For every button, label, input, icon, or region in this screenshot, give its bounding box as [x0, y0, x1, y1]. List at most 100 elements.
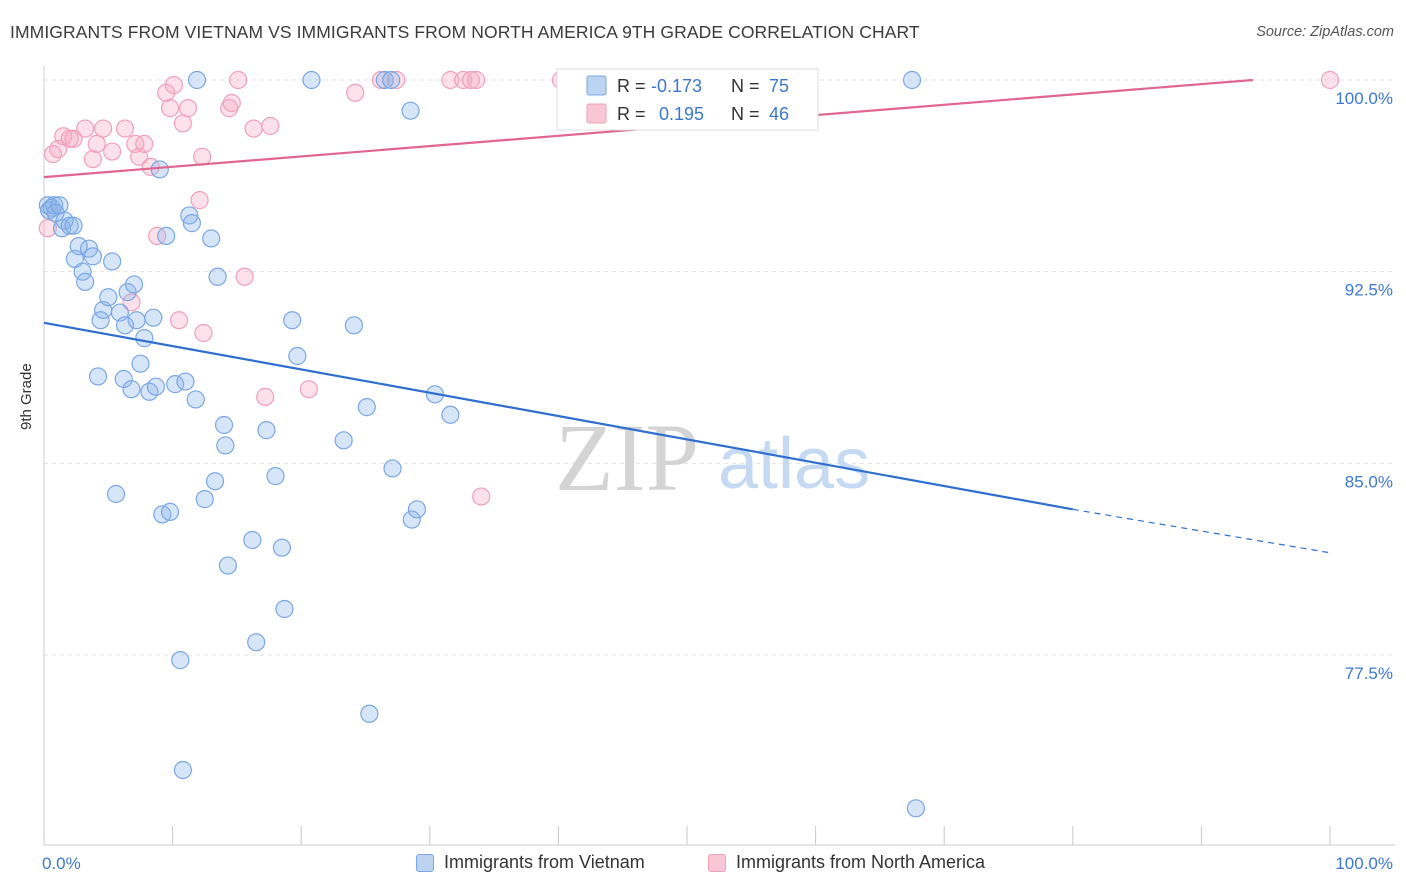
point-north-america-38: [441, 70, 460, 90]
point-vietnam-13: [76, 272, 95, 291]
gridlines: [44, 79, 1395, 656]
point-vietnam-56: [266, 467, 285, 486]
point-vietnam-29: [131, 354, 150, 373]
stats-r-label-blue: R =: [617, 76, 646, 96]
point-vietnam-66: [375, 70, 394, 90]
axes: [43, 66, 1395, 846]
point-vietnam-62: [334, 431, 353, 450]
point-vietnam-45: [187, 70, 207, 90]
point-vietnam-69: [401, 101, 420, 120]
point-vietnam-47: [202, 229, 221, 248]
point-vietnam-53: [243, 530, 262, 550]
stats-legend-swatch-pink: [586, 103, 607, 124]
point-vietnam-37: [160, 502, 180, 521]
legend-item-north-america: Immigrants from North America: [708, 852, 985, 873]
point-north-america-11: [115, 119, 135, 138]
stats-n-value-blue: 75: [769, 76, 789, 96]
point-north-america-36: [371, 70, 391, 90]
y-axis-label: 9th Grade: [18, 363, 35, 430]
point-north-america-45: [1320, 70, 1340, 90]
stats-legend-swatch-blue: [586, 75, 607, 96]
bottom-legend: Immigrants from Vietnam Immigrants from …: [0, 852, 1406, 878]
point-vietnam-59: [283, 311, 302, 330]
legend-swatch-north-america: [708, 853, 726, 872]
x-tick-label-0: 0.0%: [42, 854, 81, 873]
legend-label-vietnam: Immigrants from Vietnam: [444, 852, 645, 872]
stats-n-label-pink: N =: [731, 104, 760, 124]
point-vietnam-67: [382, 70, 401, 90]
point-north-america-5: [64, 129, 83, 148]
point-north-america-8: [87, 134, 106, 153]
point-vietnam-48: [205, 472, 225, 491]
watermark-zip: ZIP: [555, 404, 699, 511]
point-vietnam-26: [122, 380, 141, 399]
point-vietnam-39: [171, 651, 190, 670]
point-vietnam-32: [144, 308, 163, 327]
point-vietnam-49: [208, 267, 227, 286]
point-north-america-24: [190, 191, 209, 210]
point-north-america-25: [193, 147, 212, 166]
y-tick-label-1: 85.0%: [1345, 472, 1393, 491]
point-north-america-7: [83, 150, 102, 169]
point-north-america-39: [454, 70, 473, 90]
point-north-america-6: [76, 119, 95, 138]
point-north-america-34: [299, 380, 319, 399]
point-vietnam-50: [214, 415, 234, 435]
point-north-america-12: [122, 293, 141, 312]
point-vietnam-24: [115, 316, 135, 335]
point-vietnam-61: [302, 70, 321, 90]
point-north-america-19: [160, 99, 180, 118]
point-north-america-41: [466, 70, 486, 90]
source-label: Source: ZipAtlas.com: [1256, 24, 1394, 40]
point-north-america-35: [346, 83, 365, 102]
point-vietnam-34: [150, 160, 169, 179]
point-north-america-27: [220, 99, 239, 118]
point-vietnam-27: [124, 275, 144, 294]
legend-label-north-america: Immigrants from North America: [736, 852, 986, 872]
legend-item-vietnam: Immigrants from Vietnam: [416, 852, 645, 873]
point-vietnam-60: [288, 346, 307, 366]
legend-swatch-vietnam: [416, 853, 434, 872]
point-north-america-29: [229, 70, 248, 90]
point-vietnam-71: [407, 500, 427, 519]
stats-legend: R = -0.173 N = 75 R = 0.195 N = 46: [556, 68, 819, 131]
point-vietnam-36: [157, 226, 176, 245]
point-vietnam-3: [45, 196, 64, 215]
point-vietnam-23: [114, 369, 133, 389]
point-north-america-15: [135, 134, 154, 153]
point-vietnam-52: [218, 556, 237, 575]
stats-r-value-pink: 0.195: [659, 104, 704, 124]
stats-n-value-pink: 46: [769, 104, 789, 124]
point-vietnam-55: [257, 421, 276, 440]
point-vietnam-63: [344, 316, 364, 335]
chart-title: IMMIGRANTS FROM VIETNAM VS IMMIGRANTS FR…: [10, 22, 920, 42]
point-vietnam-9: [64, 216, 83, 235]
point-vietnam-43: [182, 214, 201, 233]
point-vietnam-19: [99, 288, 118, 307]
point-north-america-30: [235, 267, 254, 286]
point-vietnam-57: [272, 538, 292, 557]
point-vietnam-8: [60, 216, 79, 235]
point-vietnam-51: [216, 436, 235, 455]
point-vietnam-16: [88, 367, 108, 386]
point-north-america-40: [461, 70, 481, 90]
point-vietnam-54: [247, 633, 266, 652]
point-vietnam-65: [360, 704, 379, 723]
point-vietnam-58: [275, 599, 294, 619]
point-north-america-23: [178, 99, 198, 118]
series-north-america-points: [38, 70, 1340, 506]
point-vietnam-68: [383, 459, 402, 478]
point-vietnam-75: [902, 70, 922, 90]
point-vietnam-44: [186, 390, 205, 409]
point-north-america-18: [157, 83, 176, 102]
series-vietnam-points: [38, 70, 926, 818]
x-tick-label-1: 100.0%: [1335, 854, 1393, 873]
point-vietnam-30: [135, 329, 154, 348]
point-vietnam-64: [357, 398, 376, 417]
watermark-atlas: atlas: [718, 424, 870, 504]
point-vietnam-46: [195, 490, 214, 509]
stats-r-value-blue: -0.173: [651, 76, 702, 96]
watermark: ZIP atlas: [555, 404, 870, 511]
point-vietnam-41: [176, 372, 195, 391]
